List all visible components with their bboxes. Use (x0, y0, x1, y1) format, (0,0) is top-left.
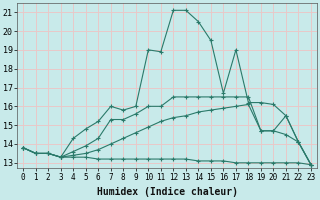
X-axis label: Humidex (Indice chaleur): Humidex (Indice chaleur) (97, 187, 237, 197)
